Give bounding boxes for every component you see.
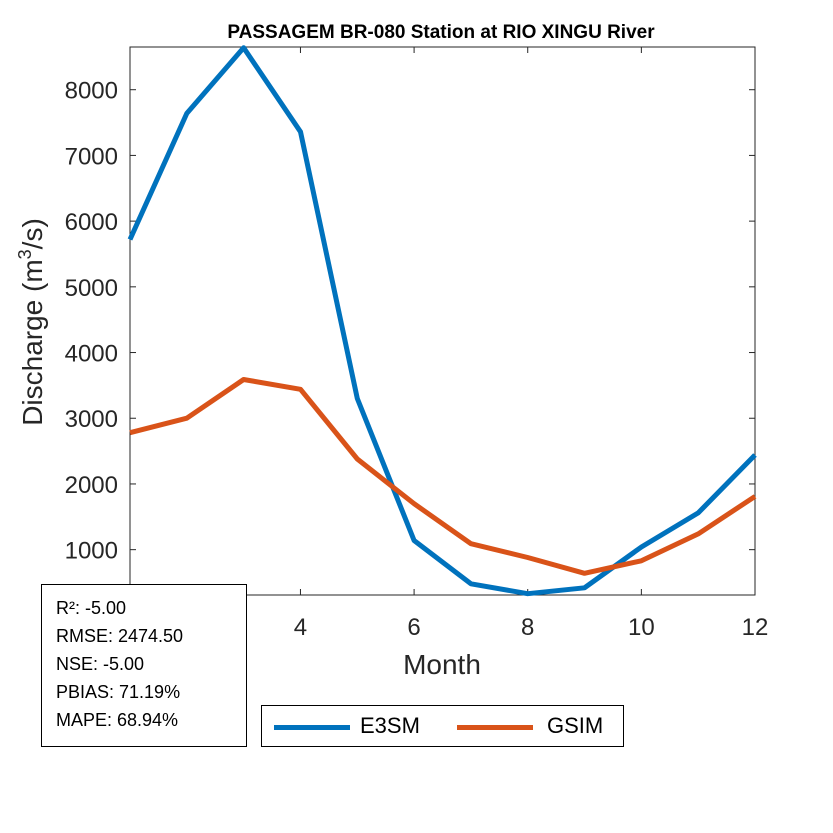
y-axis-label: Discharge (m3/s) [15,218,48,426]
x-axis-label: Month [403,649,481,680]
legend-swatch-e3sm [274,725,350,730]
y-tick-label: 1000 [65,538,118,565]
x-tick-label: 12 [742,614,769,641]
y-axis-label-end: /s) [17,218,48,249]
series-line-gsim [129,377,757,576]
chart-title: PASSAGEM BR-080 Station at RIO XINGU Riv… [227,22,655,43]
y-axis: 1000 2000 3000 4000 5000 6000 7000 8000 [65,78,755,565]
stat-rmse: RMSE: 2474.50 [56,626,184,646]
x-tick-label: 10 [628,614,655,641]
y-tick-label: 8000 [65,78,118,105]
x-tick-label: 6 [407,614,420,641]
legend-label-gsim: GSIM [547,713,604,738]
x-axis: 4 6 8 10 12 [294,47,769,641]
y-axis-label-main: Discharge (m [17,259,48,425]
y-tick-label: 4000 [65,341,118,368]
y-tick-label: 6000 [65,209,118,236]
legend-label-e3sm: E3SM [360,713,420,738]
y-tick-label: 3000 [65,406,118,433]
y-tick-label: 5000 [65,275,118,302]
stat-nse: NSE: -5.00 [56,654,145,674]
stat-r2: R²: -5.00 [56,598,127,618]
x-tick-label: 4 [294,614,307,641]
y-tick-label: 2000 [65,472,118,499]
series-line-e3sm [127,45,757,597]
y-tick-label: 7000 [65,143,118,170]
plot-frame [129,46,756,596]
stat-mape: MAPE: 68.94% [56,710,179,730]
x-tick-label: 8 [521,614,534,641]
series-layer [127,45,757,597]
legend: E3SM GSIM [261,705,624,747]
stat-pbias: PBIAS: 71.19% [56,682,181,702]
stats-box: R²: -5.00 RMSE: 2474.50 NSE: -5.00 PBIAS… [41,584,247,747]
legend-swatch-gsim [457,725,533,730]
y-axis-label-sup: 3 [15,249,35,259]
